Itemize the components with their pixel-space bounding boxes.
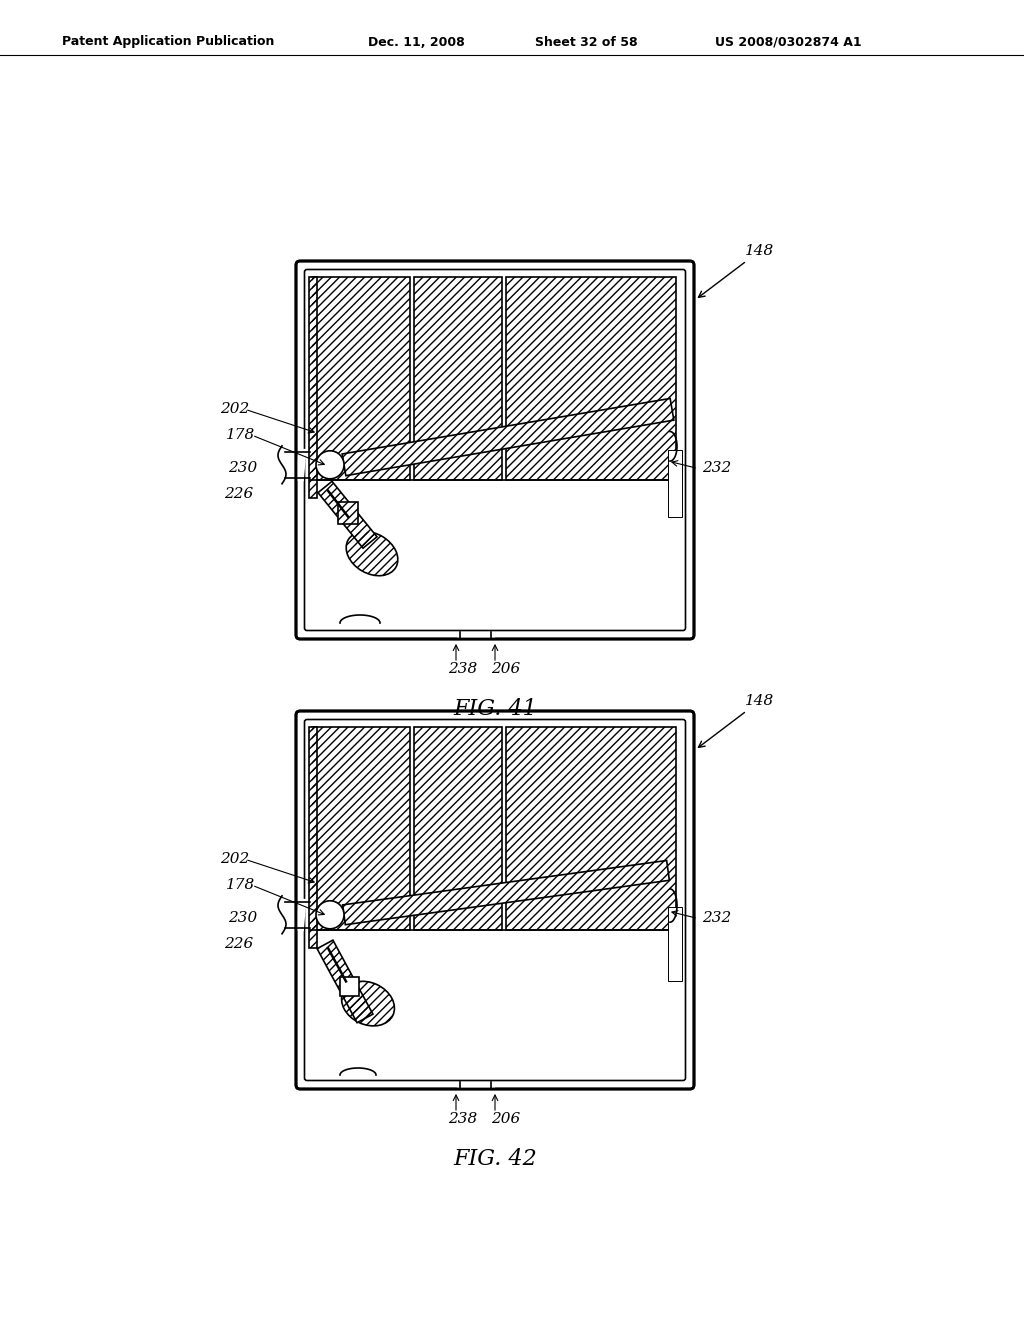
Text: US 2008/0302874 A1: US 2008/0302874 A1 (715, 36, 861, 49)
Text: 206: 206 (492, 663, 520, 676)
Bar (415, 727, 502, 929)
Bar (312, 277, 411, 479)
Text: 148: 148 (698, 244, 774, 297)
Bar (309, 277, 317, 498)
Circle shape (316, 900, 344, 929)
Text: Patent Application Publication: Patent Application Publication (62, 36, 274, 49)
FancyBboxPatch shape (296, 261, 694, 639)
Bar (343, 861, 670, 925)
Text: 232: 232 (702, 461, 731, 475)
Bar (338, 502, 358, 524)
Bar (506, 277, 676, 479)
Circle shape (316, 451, 344, 479)
Text: 206: 206 (492, 1111, 520, 1126)
Bar (668, 907, 682, 981)
Bar (506, 727, 676, 929)
FancyBboxPatch shape (296, 711, 694, 1089)
Bar (342, 399, 674, 475)
Bar (415, 277, 502, 479)
Bar (309, 727, 317, 948)
Text: FIG. 41: FIG. 41 (454, 698, 537, 719)
Text: Dec. 11, 2008: Dec. 11, 2008 (368, 36, 465, 49)
Bar (506, 727, 676, 929)
Bar (312, 277, 411, 479)
Bar (343, 861, 670, 925)
Bar (342, 399, 674, 475)
Text: 226: 226 (224, 487, 253, 502)
Bar (415, 727, 502, 929)
Text: 148: 148 (698, 694, 774, 747)
Bar (312, 727, 411, 929)
Bar (312, 727, 411, 929)
Text: 230: 230 (228, 461, 257, 475)
Text: 238: 238 (449, 663, 477, 676)
Text: 226: 226 (224, 937, 253, 952)
Bar (318, 482, 377, 548)
Bar (317, 940, 373, 1023)
Bar (338, 502, 358, 524)
Text: 238: 238 (449, 1111, 477, 1126)
Bar (668, 450, 682, 516)
Text: FIG. 42: FIG. 42 (454, 1148, 537, 1170)
Bar (317, 940, 373, 1023)
Bar (309, 277, 317, 498)
Ellipse shape (346, 532, 398, 576)
Text: 178: 178 (226, 428, 255, 442)
Text: 232: 232 (702, 911, 731, 925)
Bar (506, 277, 676, 479)
Text: 230: 230 (228, 911, 257, 925)
Bar (415, 277, 502, 479)
Text: 202: 202 (220, 851, 249, 866)
Bar (309, 727, 317, 948)
Ellipse shape (342, 981, 394, 1026)
Bar (318, 482, 377, 548)
Text: 202: 202 (220, 403, 249, 416)
Bar (340, 977, 359, 997)
Text: Sheet 32 of 58: Sheet 32 of 58 (535, 36, 638, 49)
Text: 178: 178 (226, 878, 255, 892)
